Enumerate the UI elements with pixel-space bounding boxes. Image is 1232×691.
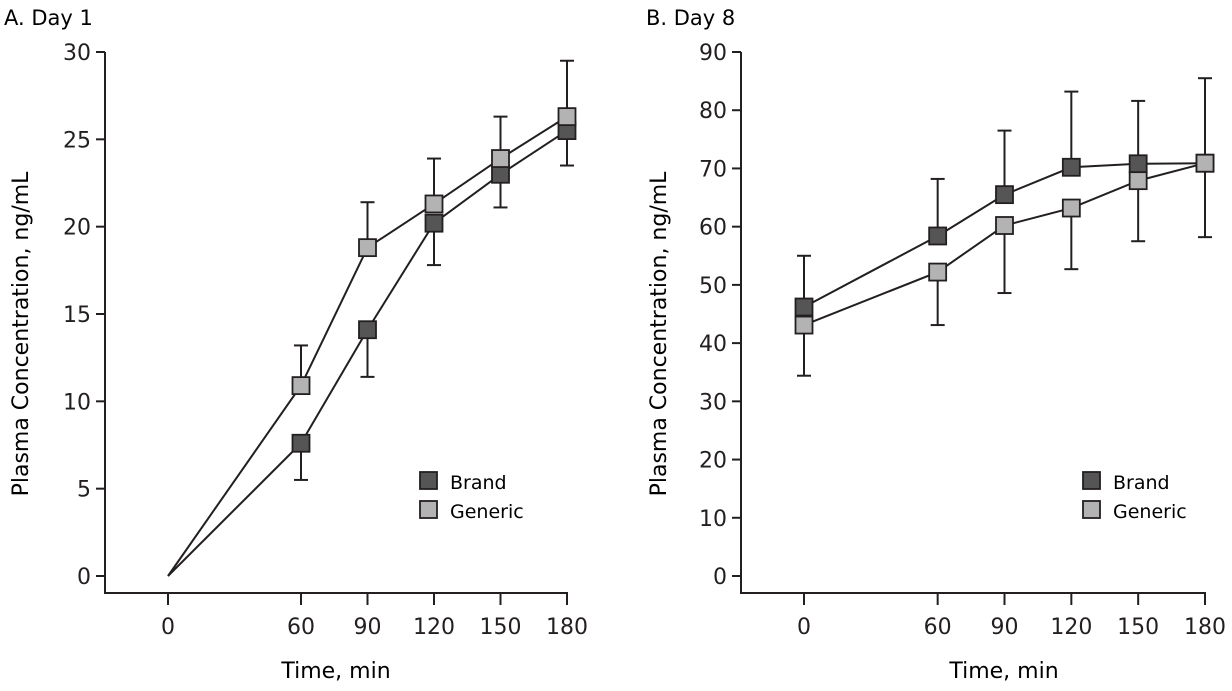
legend-label-brand: Brand xyxy=(450,472,507,494)
data-point-generic xyxy=(291,376,311,396)
legend-swatch-generic xyxy=(419,500,438,519)
y-tick-label: 50 xyxy=(699,274,727,299)
y-tick-label: 10 xyxy=(63,390,91,415)
x-tick-label: 90 xyxy=(991,615,1019,640)
x-tick-label: 120 xyxy=(1050,615,1092,640)
data-point-brand xyxy=(928,226,948,246)
chart-title: A. Day 1 xyxy=(4,6,93,30)
y-tick-label: 60 xyxy=(699,216,727,241)
data-point-brand xyxy=(995,185,1014,205)
data-point-brand xyxy=(291,433,311,453)
data-point-generic xyxy=(928,262,948,282)
y-axis-label: Plasma Concentration, ng/mL xyxy=(9,171,34,497)
data-point-generic xyxy=(358,238,377,258)
legend-label-generic: Generic xyxy=(1113,501,1187,523)
x-axis-label: Time, min xyxy=(948,659,1058,684)
data-point-generic xyxy=(424,194,444,214)
y-tick-label: 15 xyxy=(63,303,91,328)
x-tick-label: 150 xyxy=(1117,615,1159,640)
data-point-brand xyxy=(794,297,814,317)
series-line-generic xyxy=(803,162,1206,326)
data-point-brand xyxy=(1061,157,1081,177)
y-tick-label: 70 xyxy=(699,157,727,182)
x-tick-label: 60 xyxy=(287,615,315,640)
legend-label-generic: Generic xyxy=(450,501,524,523)
series-line-generic xyxy=(167,115,568,577)
x-tick-label: 60 xyxy=(924,615,952,640)
y-tick-label: 30 xyxy=(63,41,91,66)
y-tick-label: 10 xyxy=(699,507,727,532)
chart-day8: B. Day 8 Plasma Concentration, ng/mL Tim… xyxy=(646,6,1226,684)
data-point-brand xyxy=(1128,154,1148,174)
y-tick-label: 5 xyxy=(77,478,91,503)
y-tick-label: 90 xyxy=(699,41,727,66)
data-point-brand xyxy=(491,164,510,184)
data-point-generic xyxy=(1128,171,1148,191)
legend-label-brand: Brand xyxy=(1113,472,1170,494)
y-tick-label: 20 xyxy=(63,216,91,241)
legend-swatch-brand xyxy=(419,471,438,490)
series-line-brand xyxy=(167,129,568,577)
legend-swatch-brand xyxy=(1082,471,1101,490)
chart-day1: A. Day 1 Plasma Concentration, ng/mL Tim… xyxy=(4,6,588,684)
y-axis-label: Plasma Concentration, ng/mL xyxy=(647,171,672,497)
x-tick-label: 120 xyxy=(413,615,455,640)
data-point-generic xyxy=(1195,153,1215,173)
y-tick-label: 25 xyxy=(63,128,91,153)
y-tick-label: 30 xyxy=(699,390,727,415)
data-point-generic xyxy=(1061,198,1081,218)
y-tick-label: 40 xyxy=(699,332,727,357)
x-tick-label: 180 xyxy=(546,615,588,640)
data-point-generic xyxy=(995,216,1014,235)
y-tick-label: 20 xyxy=(699,449,727,474)
x-axis-label: Time, min xyxy=(280,659,390,684)
series-line-brand xyxy=(803,162,1206,308)
y-tick-label: 0 xyxy=(713,565,727,590)
y-tick-label: 80 xyxy=(699,99,727,124)
data-point-brand xyxy=(358,320,377,340)
data-point-generic xyxy=(491,149,510,168)
data-point-brand xyxy=(424,213,444,233)
chart-title: B. Day 8 xyxy=(646,6,735,30)
x-tick-label: 150 xyxy=(480,615,522,640)
x-tick-label: 180 xyxy=(1184,615,1226,640)
x-tick-label: 0 xyxy=(161,615,175,640)
data-point-generic xyxy=(794,315,814,335)
y-tick-label: 0 xyxy=(77,565,91,590)
data-point-generic xyxy=(557,107,577,127)
x-tick-label: 0 xyxy=(797,615,811,640)
x-tick-label: 90 xyxy=(354,615,382,640)
legend-swatch-generic xyxy=(1082,500,1101,519)
